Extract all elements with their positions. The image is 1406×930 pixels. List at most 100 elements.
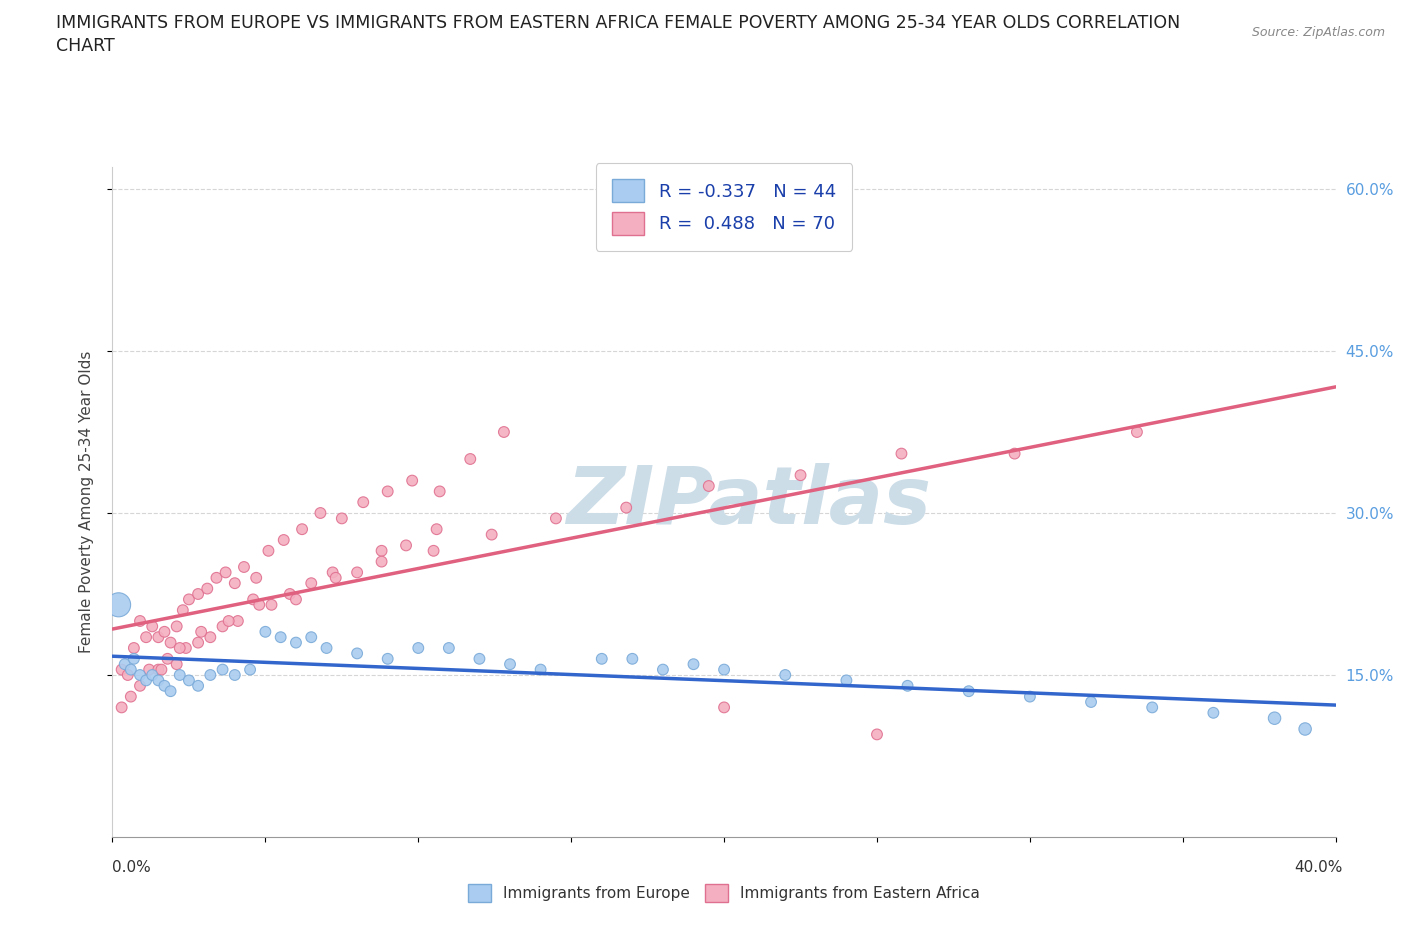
Point bbox=[299, 630, 322, 644]
Point bbox=[322, 565, 344, 579]
Point bbox=[273, 533, 295, 548]
Y-axis label: Female Poverty Among 25-34 Year Olds: Female Poverty Among 25-34 Year Olds bbox=[79, 351, 94, 654]
Point bbox=[129, 678, 152, 693]
Point bbox=[713, 700, 735, 715]
Point bbox=[177, 592, 200, 607]
Legend: Immigrants from Europe, Immigrants from Eastern Africa: Immigrants from Europe, Immigrants from … bbox=[460, 877, 988, 910]
Point bbox=[775, 668, 797, 683]
Point bbox=[111, 700, 134, 715]
Text: 40.0%: 40.0% bbox=[1295, 860, 1343, 875]
Point bbox=[346, 646, 368, 661]
Point bbox=[148, 673, 170, 688]
Point bbox=[530, 662, 553, 677]
Point bbox=[1126, 425, 1149, 440]
Point bbox=[150, 662, 173, 677]
Point bbox=[218, 614, 240, 629]
Point bbox=[835, 673, 858, 688]
Point bbox=[299, 576, 322, 591]
Point bbox=[278, 587, 301, 602]
Point bbox=[330, 511, 353, 525]
Point bbox=[141, 619, 163, 634]
Point bbox=[1202, 705, 1225, 720]
Point bbox=[205, 570, 228, 585]
Point bbox=[153, 678, 176, 693]
Point bbox=[211, 662, 233, 677]
Point bbox=[117, 668, 139, 683]
Point bbox=[866, 727, 889, 742]
Point bbox=[652, 662, 675, 677]
Point bbox=[377, 484, 399, 498]
Point bbox=[437, 641, 460, 656]
Point bbox=[135, 673, 157, 688]
Point bbox=[114, 657, 136, 671]
Point bbox=[187, 678, 209, 693]
Point bbox=[713, 662, 735, 677]
Point bbox=[481, 527, 503, 542]
Point bbox=[242, 592, 264, 607]
Point bbox=[408, 641, 430, 656]
Point bbox=[141, 668, 163, 683]
Point bbox=[1294, 722, 1316, 737]
Point bbox=[107, 597, 129, 612]
Point bbox=[370, 543, 392, 558]
Point bbox=[1264, 711, 1286, 725]
Point bbox=[395, 538, 418, 552]
Point bbox=[1018, 689, 1040, 704]
Point bbox=[190, 624, 212, 639]
Point bbox=[370, 554, 392, 569]
Point bbox=[257, 543, 280, 558]
Point bbox=[200, 630, 222, 644]
Point bbox=[260, 597, 283, 612]
Point bbox=[135, 630, 157, 644]
Point bbox=[621, 651, 644, 666]
Point bbox=[890, 446, 912, 461]
Point bbox=[325, 570, 347, 585]
Point bbox=[284, 592, 308, 607]
Point bbox=[187, 635, 209, 650]
Point bbox=[499, 657, 522, 671]
Point bbox=[614, 500, 637, 515]
Point bbox=[1004, 446, 1026, 461]
Point bbox=[211, 619, 233, 634]
Point bbox=[682, 657, 704, 671]
Point bbox=[591, 651, 613, 666]
Point bbox=[422, 543, 444, 558]
Text: IMMIGRANTS FROM EUROPE VS IMMIGRANTS FROM EASTERN AFRICA FEMALE POVERTY AMONG 25: IMMIGRANTS FROM EUROPE VS IMMIGRANTS FRO… bbox=[56, 14, 1181, 32]
Point bbox=[346, 565, 368, 579]
Point bbox=[169, 668, 191, 683]
Point bbox=[138, 662, 160, 677]
Point bbox=[309, 506, 332, 521]
Point bbox=[468, 651, 491, 666]
Point bbox=[270, 630, 292, 644]
Point bbox=[187, 587, 209, 602]
Point bbox=[166, 619, 188, 634]
Point bbox=[129, 614, 152, 629]
Point bbox=[214, 565, 236, 579]
Point bbox=[156, 651, 179, 666]
Point bbox=[544, 511, 567, 525]
Point bbox=[458, 452, 481, 467]
Point bbox=[254, 624, 277, 639]
Point bbox=[111, 662, 134, 677]
Point bbox=[789, 468, 811, 483]
Point bbox=[169, 641, 191, 656]
Point bbox=[174, 641, 197, 656]
Point bbox=[195, 581, 218, 596]
Point bbox=[233, 560, 256, 575]
Point bbox=[122, 651, 145, 666]
Point bbox=[153, 624, 176, 639]
Point bbox=[315, 641, 337, 656]
Point bbox=[224, 668, 246, 683]
Point bbox=[897, 678, 920, 693]
Point bbox=[129, 668, 152, 683]
Point bbox=[284, 635, 308, 650]
Text: CHART: CHART bbox=[56, 37, 115, 55]
Point bbox=[148, 630, 170, 644]
Point bbox=[957, 684, 980, 698]
Point bbox=[239, 662, 262, 677]
Point bbox=[247, 597, 270, 612]
Point bbox=[148, 662, 170, 677]
Point bbox=[1080, 695, 1102, 710]
Point bbox=[224, 576, 246, 591]
Point bbox=[120, 689, 142, 704]
